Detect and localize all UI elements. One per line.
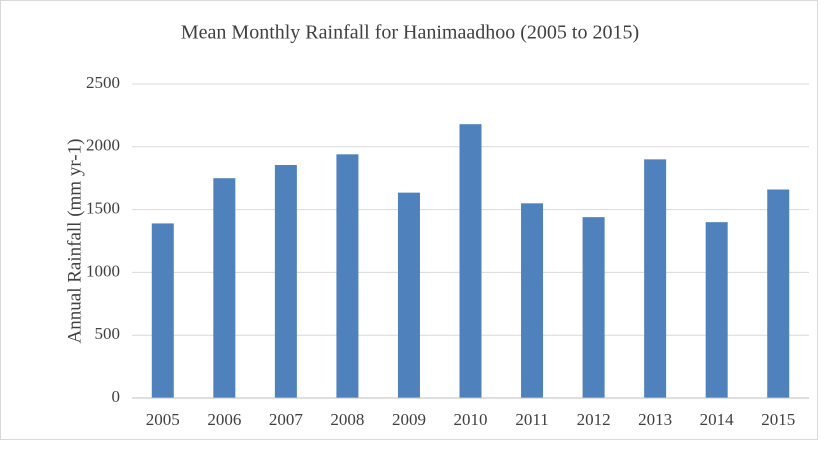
x-tick-label: 2009 — [392, 410, 426, 429]
bar — [767, 189, 790, 398]
bar — [336, 154, 359, 398]
bar — [274, 165, 297, 398]
y-axis-label: Annual Rainfall (mm yr-1) — [64, 139, 85, 344]
y-tick-label: 1000 — [86, 261, 120, 280]
x-tick-label: 2014 — [700, 410, 735, 429]
bar — [151, 223, 174, 398]
x-tick-label: 2011 — [515, 410, 548, 429]
y-tick-label: 1500 — [86, 199, 120, 218]
bar — [521, 203, 544, 398]
x-tick-label: 2010 — [454, 410, 488, 429]
x-tick-label: 2006 — [207, 410, 241, 429]
y-tick-label: 2500 — [86, 73, 120, 92]
bar — [397, 192, 420, 398]
bar — [459, 124, 482, 398]
bar — [705, 222, 728, 398]
x-tick-label: 2015 — [761, 410, 795, 429]
x-tick-label: 2008 — [330, 410, 364, 429]
x-tick-label: 2012 — [577, 410, 611, 429]
y-tick-label: 0 — [112, 387, 121, 406]
x-tick-label: 2013 — [638, 410, 672, 429]
bar — [644, 159, 667, 398]
chart-title: Mean Monthly Rainfall for Hanimaadhoo (2… — [181, 22, 639, 44]
y-tick-label: 500 — [95, 324, 121, 343]
y-tick-label: 2000 — [86, 136, 120, 155]
bar — [582, 217, 605, 398]
bar — [213, 178, 236, 398]
x-tick-label: 2007 — [269, 410, 304, 429]
x-tick-label: 2005 — [146, 410, 180, 429]
